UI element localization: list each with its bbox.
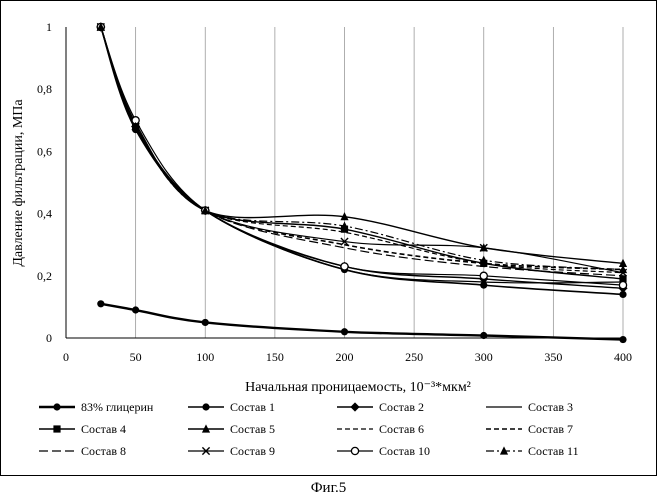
series-lines xyxy=(101,27,623,340)
legend-swatch-marker-2 xyxy=(350,402,359,411)
y-tick-label-0: 0 xyxy=(46,331,52,345)
chart-frame: 0 50 100 150 200 250 300 350 400 0 0,2 0,4 0,6 0,8 1 8… xyxy=(0,0,657,476)
legend-item-0: 83% глицерин xyxy=(39,400,154,414)
legend-label-5: Состав 5 xyxy=(230,422,275,436)
data-point-0-1 xyxy=(132,306,139,313)
legend-item-8: Состав 8 xyxy=(39,444,126,458)
line-chart: 0 50 100 150 200 250 300 350 400 0 0,2 0,4 0,6 0,8 1 8… xyxy=(1,1,656,475)
x-tick-label-50: 50 xyxy=(130,350,142,364)
legend-label-3: Состав 3 xyxy=(528,400,573,414)
x-tick-label-300: 300 xyxy=(475,350,493,364)
legend-item-9: Состав 9 xyxy=(188,444,275,458)
legend-item-4: Состав 4 xyxy=(39,422,126,436)
legend-item-2: Состав 2 xyxy=(337,400,424,414)
series-line-6 xyxy=(101,27,623,273)
legend-label-8: Состав 8 xyxy=(81,444,126,458)
legend-item-3: Состав 3 xyxy=(486,400,573,414)
data-point-0-3 xyxy=(341,328,348,335)
data-point-10-4 xyxy=(480,272,487,279)
legend-label-10: Состав 10 xyxy=(379,444,430,458)
legend-item-7: Состав 7 xyxy=(486,422,573,436)
y-tick-label-1: 1 xyxy=(46,20,52,34)
x-tick-label-250: 250 xyxy=(405,350,423,364)
data-point-0-2 xyxy=(202,319,209,326)
y-tick-label-0-8: 0,8 xyxy=(37,82,52,96)
series-line-2 xyxy=(101,27,623,288)
data-point-0-4 xyxy=(480,332,487,339)
y-axis-label: Давление фильтрации, МПа xyxy=(11,99,26,267)
y-tick-label-0-6: 0,6 xyxy=(37,144,52,158)
x-tick-label-200: 200 xyxy=(336,350,354,364)
x-tick-label-100: 100 xyxy=(196,350,214,364)
legend-swatch-marker-0 xyxy=(53,403,60,410)
legend-swatch-marker-1 xyxy=(202,403,209,410)
series-line-1 xyxy=(101,27,623,294)
legend-label-2: Состав 2 xyxy=(379,400,424,414)
legend-swatch-marker-4 xyxy=(53,425,60,432)
legend-label-11: Состав 11 xyxy=(528,444,579,458)
data-point-10-3 xyxy=(341,263,348,270)
x-tick-label-0: 0 xyxy=(63,350,69,364)
x-tick-label-150: 150 xyxy=(266,350,284,364)
series-line-10 xyxy=(101,27,623,285)
y-tick-label-0-2: 0,2 xyxy=(37,269,52,283)
legend-label-4: Состав 4 xyxy=(81,422,126,436)
legend-label-7: Состав 7 xyxy=(528,422,573,436)
series-line-3 xyxy=(101,27,623,283)
data-point-0-5 xyxy=(619,336,626,343)
legend-item-5: Состав 5 xyxy=(188,422,275,436)
data-point-10-5 xyxy=(619,282,626,289)
figure-caption: Фиг.5 xyxy=(0,480,657,497)
legend-label-0: 83% глицерин xyxy=(81,400,154,414)
grid-lines xyxy=(136,27,623,338)
legend-item-10: Состав 10 xyxy=(337,444,430,458)
legend-label-9: Состав 9 xyxy=(230,444,275,458)
y-tick-label-0-4: 0,4 xyxy=(37,207,52,221)
series-line-5 xyxy=(101,27,623,263)
data-point-0-0 xyxy=(97,300,104,307)
legend-item-1: Состав 1 xyxy=(188,400,275,414)
legend: 83% глицерин Состав 1 Состав 2 Состав 3 Сост… xyxy=(39,400,579,458)
x-tick-label-350: 350 xyxy=(544,350,562,364)
legend-item-6: Состав 6 xyxy=(337,422,424,436)
series-line-0 xyxy=(101,304,623,340)
legend-label-6: Состав 6 xyxy=(379,422,424,436)
legend-label-1: Состав 1 xyxy=(230,400,275,414)
series-line-4 xyxy=(101,27,623,279)
axes: 0 50 100 150 200 250 300 350 400 0 0,2 0,4 0,6 0,8 1 xyxy=(37,20,632,364)
x-axis-label: Начальная проницаемость, 10⁻³*мкм² xyxy=(245,380,471,395)
x-tick-label-400: 400 xyxy=(614,350,632,364)
series-line-9 xyxy=(101,27,623,273)
legend-item-11: Состав 11 xyxy=(486,444,579,458)
series-line-8 xyxy=(101,27,623,276)
legend-swatch-marker-10 xyxy=(351,447,358,454)
